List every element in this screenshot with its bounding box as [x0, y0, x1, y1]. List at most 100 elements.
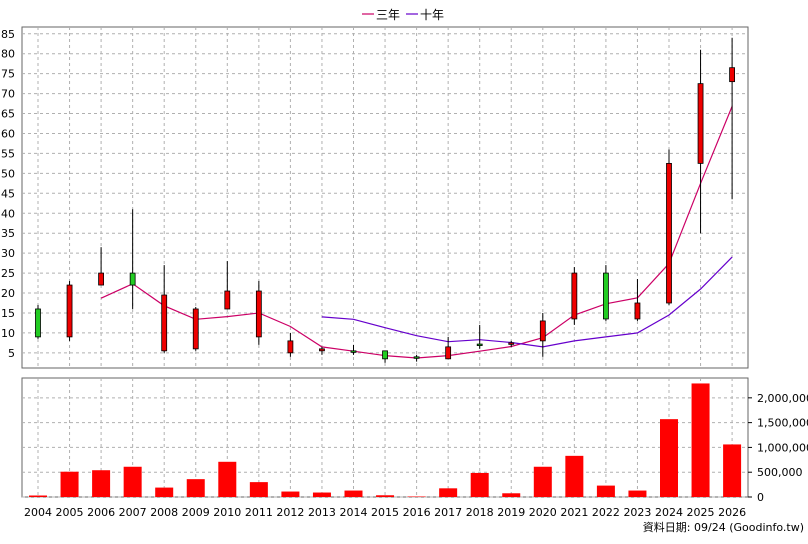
volume-bar	[502, 493, 521, 497]
price-tick-label: 25	[1, 267, 15, 280]
candle	[224, 261, 231, 310]
candle	[350, 344, 357, 355]
year-tick-label: 2015	[371, 506, 399, 519]
year-tick-label: 2025	[687, 506, 715, 519]
axis-labels: 5101520253035404550556065707580850500,00…	[1, 28, 808, 519]
volume-bar	[628, 490, 647, 497]
candle	[98, 247, 104, 286]
candle	[66, 281, 73, 341]
price-tick-label: 65	[1, 108, 15, 121]
volume-bar	[691, 383, 710, 497]
candle-body	[539, 320, 546, 342]
volume-bar	[60, 471, 79, 497]
price-tick-label: 70	[1, 88, 15, 101]
year-tick-label: 2013	[308, 506, 336, 519]
candle-body	[319, 348, 325, 352]
year-tick-label: 2011	[245, 506, 273, 519]
volume-bar	[344, 490, 363, 497]
volume-bar	[123, 466, 142, 497]
volume-bar	[29, 495, 47, 497]
candle-body	[666, 162, 672, 304]
candle	[666, 149, 672, 305]
volume-tick-label: 1,000,000	[757, 441, 808, 454]
candle-body	[729, 67, 735, 83]
year-tick-label: 2009	[182, 506, 210, 519]
volume-bar	[155, 487, 174, 497]
candle	[603, 265, 609, 321]
candles	[35, 37, 735, 363]
price-tick-label: 35	[1, 227, 15, 240]
candle-body	[603, 272, 609, 320]
year-tick-label: 2008	[150, 506, 178, 519]
volume-bar	[249, 482, 268, 497]
candle	[571, 267, 578, 325]
year-tick-label: 2021	[560, 506, 588, 519]
price-tick-label: 85	[1, 28, 15, 41]
footer-source: 資料日期: 09/24 (Goodinfo.tw)	[643, 520, 804, 534]
volume-bar	[407, 496, 426, 498]
volume-tick-label: 2,000,000	[757, 392, 808, 405]
price-tick-label: 80	[1, 48, 15, 61]
year-tick-label: 2012	[276, 506, 304, 519]
candle	[382, 350, 388, 363]
year-tick-label: 2018	[466, 506, 494, 519]
legend-label-3y: 三年	[376, 8, 400, 22]
volume-bar	[92, 470, 111, 497]
candle	[634, 279, 641, 321]
candle	[319, 346, 325, 355]
candle-body	[571, 272, 578, 320]
price-tick-label: 50	[1, 167, 15, 180]
candle	[161, 265, 168, 353]
candle-body	[382, 350, 388, 360]
volume-bar	[281, 491, 300, 497]
year-tick-label: 2020	[529, 506, 557, 519]
year-tick-label: 2005	[56, 506, 84, 519]
volume-bar	[565, 455, 584, 497]
volume-bar	[218, 461, 237, 497]
candle	[508, 340, 515, 347]
price-tick-label: 5	[8, 347, 15, 360]
candle-body	[350, 350, 357, 353]
price-tick-label: 10	[1, 327, 15, 340]
candle	[129, 209, 136, 309]
volume-bar	[470, 472, 489, 497]
year-tick-label: 2023	[623, 506, 651, 519]
volume-bar	[312, 492, 331, 497]
candle-body	[697, 83, 704, 164]
candle-body	[413, 356, 420, 359]
year-tick-label: 2016	[403, 506, 431, 519]
volume-bar	[596, 485, 615, 497]
year-tick-label: 2017	[434, 506, 462, 519]
candle-body	[287, 340, 294, 354]
candle	[729, 37, 735, 200]
legend: 三年 十年	[362, 8, 444, 22]
volume-bars	[29, 383, 742, 498]
volume-bar	[376, 495, 395, 497]
price-tick-label: 45	[1, 187, 15, 200]
volume-bar	[533, 466, 552, 497]
candle	[192, 306, 199, 351]
grid-layer	[22, 27, 752, 498]
volume-bar	[723, 444, 742, 497]
candle-body	[476, 343, 483, 346]
year-tick-label: 2019	[497, 506, 525, 519]
year-tick-label: 2024	[655, 506, 683, 519]
volume-tick-label: 500,000	[757, 466, 803, 479]
year-tick-label: 2014	[340, 506, 368, 519]
volume-bar	[660, 419, 678, 497]
candle	[445, 336, 452, 360]
year-tick-label: 2006	[87, 506, 115, 519]
volume-bar	[186, 479, 205, 497]
candle-body	[634, 302, 641, 320]
candle	[413, 354, 420, 362]
candle-body	[129, 272, 136, 286]
year-tick-label: 2026	[718, 506, 746, 519]
candle-body	[98, 272, 104, 286]
candle	[539, 312, 546, 357]
candle	[287, 332, 294, 357]
year-tick-label: 2007	[119, 506, 147, 519]
candle-body	[508, 342, 515, 345]
candle	[697, 49, 704, 234]
